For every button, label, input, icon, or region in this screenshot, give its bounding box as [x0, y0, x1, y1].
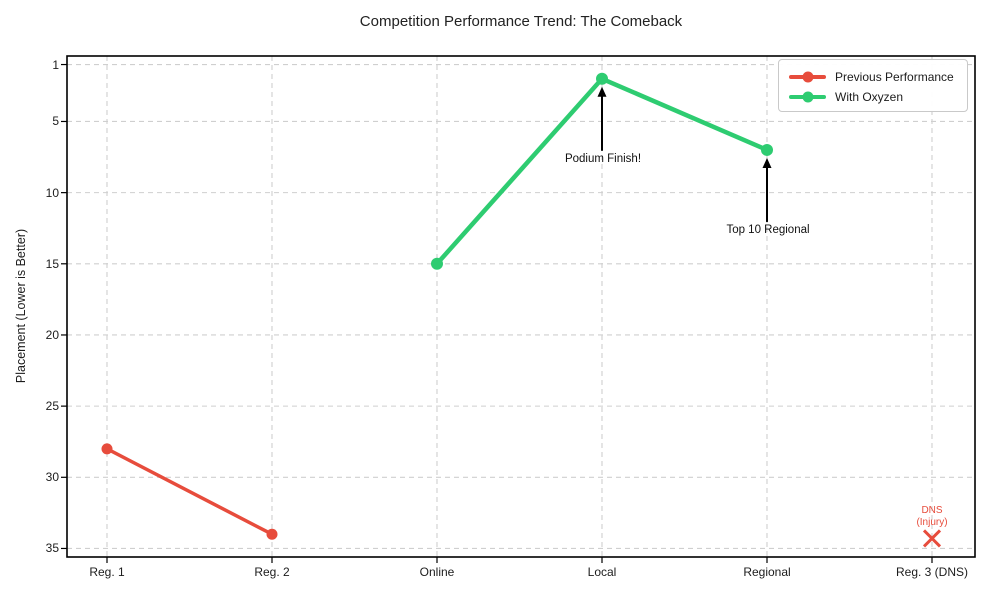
legend-label: With Oxyzen: [835, 90, 904, 104]
legend-swatch-dot: [802, 91, 813, 103]
x-tick-label: Local: [587, 565, 617, 579]
y-tick-label: 30: [45, 470, 59, 485]
dns-x-marker: [922, 529, 942, 548]
data-point-marker: [101, 443, 113, 455]
data-point-marker: [431, 257, 443, 270]
data-point-marker: [761, 143, 773, 156]
axes-box: [66, 55, 976, 558]
legend-item: With Oxyzen: [789, 87, 957, 107]
y-tick-label: 25: [45, 399, 59, 414]
x-tick-label: Reg. 3 (DNS): [895, 565, 969, 579]
y-axis-label: Placement (Lower is Better): [14, 228, 28, 384]
y-tick-label: 35: [45, 541, 59, 556]
y-tick-label: 20: [45, 327, 59, 342]
legend-swatch-line: [789, 71, 826, 83]
x-tick-label: Reg. 1: [89, 565, 125, 579]
annotation-text: Top 10 Regional: [726, 223, 810, 236]
legend: Previous Performance With Oxyzen: [778, 59, 968, 112]
dns-label-line: (Injury): [916, 517, 948, 529]
annotation-arrowhead: [597, 86, 607, 97]
data-point-marker: [266, 528, 278, 540]
annotation-text: Podium Finish!: [564, 152, 642, 165]
y-tick-label: 1: [52, 57, 59, 72]
legend-swatch-dot: [802, 71, 813, 83]
chart-title: Competition Performance Trend: The Comeb…: [359, 13, 683, 30]
y-tick-label: 15: [45, 256, 59, 271]
data-point-marker: [596, 72, 608, 85]
x-tick-label: Reg. 2: [254, 565, 290, 579]
series-line: [105, 447, 274, 536]
dns-label-line: DNS: [921, 505, 943, 517]
legend-rows: Previous Performance With Oxyzen: [789, 67, 957, 107]
legend-label: Previous Performance: [835, 70, 954, 84]
x-tick-label: Regional: [743, 565, 791, 579]
legend-item: Previous Performance: [789, 67, 957, 87]
annotation-arrowhead: [762, 157, 772, 168]
x-tick-label: Online: [419, 565, 455, 579]
y-tick-label: 10: [45, 185, 59, 200]
legend-swatch-line: [789, 91, 826, 103]
y-tick-label: 5: [52, 114, 59, 129]
